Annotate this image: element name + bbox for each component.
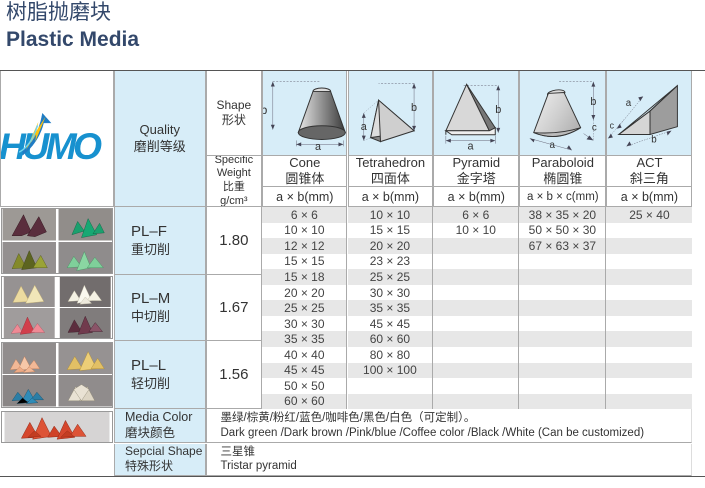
svg-text:b: b <box>652 134 658 145</box>
svg-text:c: c <box>592 123 597 134</box>
svg-text:b: b <box>496 104 502 116</box>
svg-text:a: a <box>626 98 632 109</box>
svg-text:a: a <box>468 141 475 153</box>
svg-text:b: b <box>411 102 417 114</box>
svg-text:a: a <box>315 141 321 153</box>
svg-text:b: b <box>263 104 268 117</box>
svg-text:a: a <box>360 121 367 133</box>
svg-text:HUMO: HUMO <box>1 125 102 167</box>
svg-text:b: b <box>591 96 597 108</box>
svg-text:a: a <box>550 140 556 151</box>
svg-text:c: c <box>610 121 615 131</box>
